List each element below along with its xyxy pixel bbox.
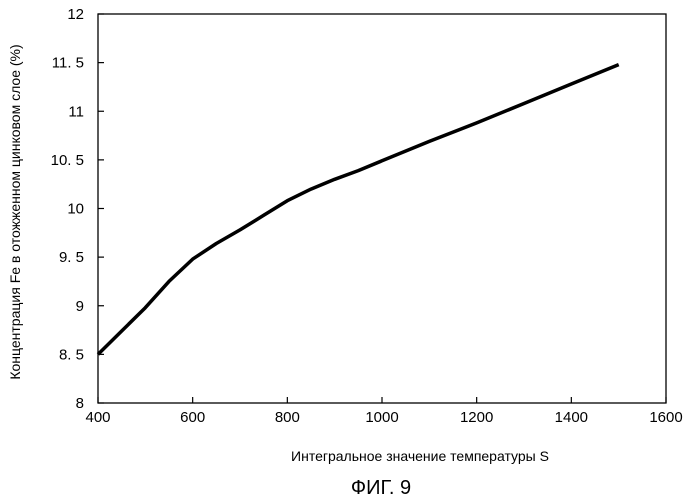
x-tick-label: 600 bbox=[180, 409, 205, 426]
x-tick-label: 1400 bbox=[555, 409, 588, 426]
y-tick-label: 9. 5 bbox=[59, 249, 84, 266]
x-tick-label: 800 bbox=[275, 409, 300, 426]
y-tick-label: 8 bbox=[76, 395, 84, 412]
y-axis-title: Концентрация Fe в отожженном цинковом сл… bbox=[7, 44, 23, 379]
figure-caption: ФИГ. 9 bbox=[351, 477, 411, 499]
y-tick-label: 10. 5 bbox=[51, 152, 84, 169]
y-tick-label: 11 bbox=[68, 103, 84, 120]
y-axis-ticks: 8 8. 5 9 9. 5 10 10. 5 11 11. 5 12 bbox=[51, 6, 104, 412]
x-tick-label: 1000 bbox=[365, 409, 398, 426]
y-tick-label: 12 bbox=[67, 6, 84, 23]
y-tick-label: 9 bbox=[76, 298, 84, 315]
y-tick-label: 8. 5 bbox=[59, 346, 84, 363]
y-tick-label: 11. 5 bbox=[52, 55, 84, 72]
plot-frame bbox=[98, 14, 666, 403]
x-tick-label: 400 bbox=[85, 409, 110, 426]
x-axis-title: Интегральное значение температуры S bbox=[291, 448, 549, 464]
series-layer bbox=[98, 65, 619, 355]
x-tick-label: 1200 bbox=[460, 409, 493, 426]
y-tick-label: 10 bbox=[67, 201, 84, 218]
x-axis-ticks: 400 600 800 1000 1200 1400 1600 bbox=[85, 397, 682, 426]
x-tick-label: 1600 bbox=[649, 409, 682, 426]
series-line bbox=[98, 65, 619, 355]
